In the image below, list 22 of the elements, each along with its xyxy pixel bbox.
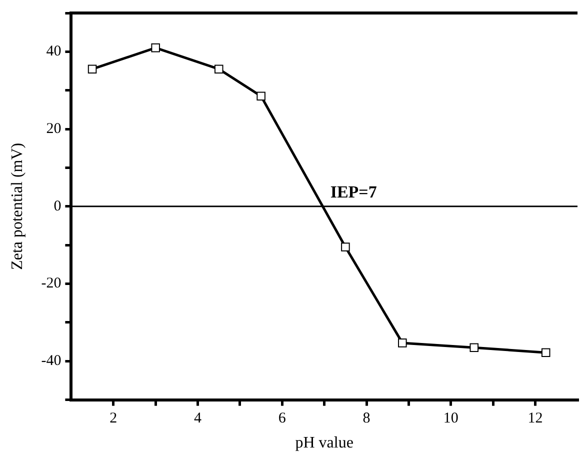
y-tick-label: 20 — [46, 120, 62, 137]
annotation: IEP=7 — [330, 182, 378, 202]
point — [256, 92, 266, 101]
y-axis-title: Zeta potential (mV) — [8, 142, 26, 270]
point — [398, 338, 407, 348]
x-tick-label: 2 — [110, 410, 118, 427]
x-axis-title: pH value — [295, 434, 354, 452]
y-tick-label: 0 — [54, 198, 62, 214]
y-tick-label: 40 — [46, 44, 62, 60]
x-tick-label: 4 — [194, 410, 202, 427]
y-tick-label: -20 — [41, 276, 62, 292]
point — [541, 348, 550, 357]
y-tick-label: -40 — [41, 353, 62, 370]
x-tick-label: 8 — [362, 410, 370, 427]
x-tick-label: 12 — [528, 410, 543, 427]
point — [88, 64, 97, 74]
point — [151, 43, 160, 52]
point — [470, 343, 479, 352]
point — [341, 242, 350, 252]
x-tick-label: 6 — [278, 410, 286, 427]
point — [214, 64, 224, 74]
x-tick-label: 10 — [443, 410, 458, 427]
